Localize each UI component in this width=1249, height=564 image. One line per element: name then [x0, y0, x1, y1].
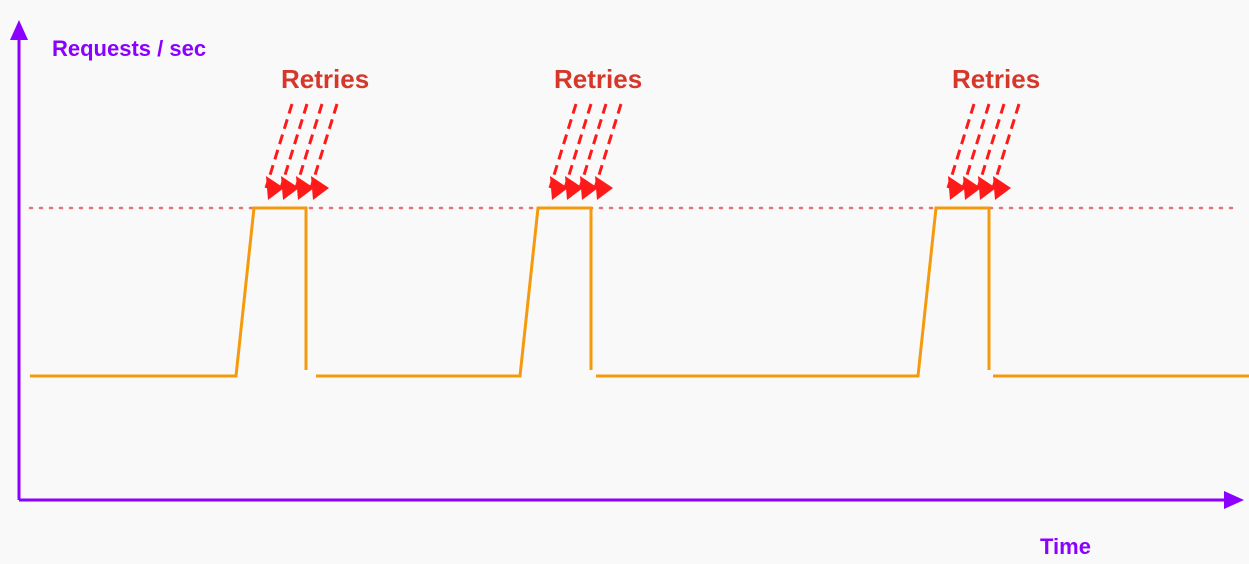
retry-burst: Retries — [264, 64, 369, 200]
retry-arrowhead — [993, 176, 1011, 200]
retries-label: Retries — [281, 64, 369, 94]
retry-arrowhead — [565, 176, 583, 200]
retry-arrow — [563, 103, 593, 189]
retry-arrow — [578, 103, 608, 189]
traffic-line — [316, 206, 593, 378]
traffic-line — [30, 206, 308, 378]
retries-label: Retries — [554, 64, 642, 94]
retry-arrow — [976, 103, 1006, 189]
retry-arrowhead — [978, 176, 996, 200]
retry-arrowhead — [296, 176, 314, 200]
retry-arrow — [294, 103, 324, 189]
retry-arrow — [548, 103, 578, 189]
retry-arrowhead — [281, 176, 299, 200]
x-axis-arrowhead — [1224, 491, 1244, 509]
retry-arrow — [593, 103, 623, 189]
retry-arrow — [961, 103, 991, 189]
y-axis-arrowhead — [10, 20, 28, 40]
x-axis-label: Time — [1040, 534, 1091, 559]
retry-arrowhead — [948, 176, 966, 200]
retry-arrowhead — [595, 176, 613, 200]
traffic-line — [596, 206, 991, 378]
retry-arrow — [264, 103, 294, 189]
retry-burst: Retries — [946, 64, 1040, 200]
axes — [10, 20, 1244, 509]
retry-arrowhead — [580, 176, 598, 200]
retry-arrow — [279, 103, 309, 189]
y-axis-label: Requests / sec — [52, 36, 206, 61]
retry-bursts: Retries Retries Retries — [264, 64, 1040, 200]
retry-burst: Retries — [548, 64, 642, 200]
retry-arrow — [991, 103, 1021, 189]
retry-arrow — [946, 103, 976, 189]
retry-arrow — [309, 103, 339, 189]
retry-arrowhead — [266, 176, 284, 200]
retries-label: Retries — [952, 64, 1040, 94]
retry-arrowhead — [963, 176, 981, 200]
retry-arrowhead — [550, 176, 568, 200]
retry-arrowhead — [311, 176, 329, 200]
